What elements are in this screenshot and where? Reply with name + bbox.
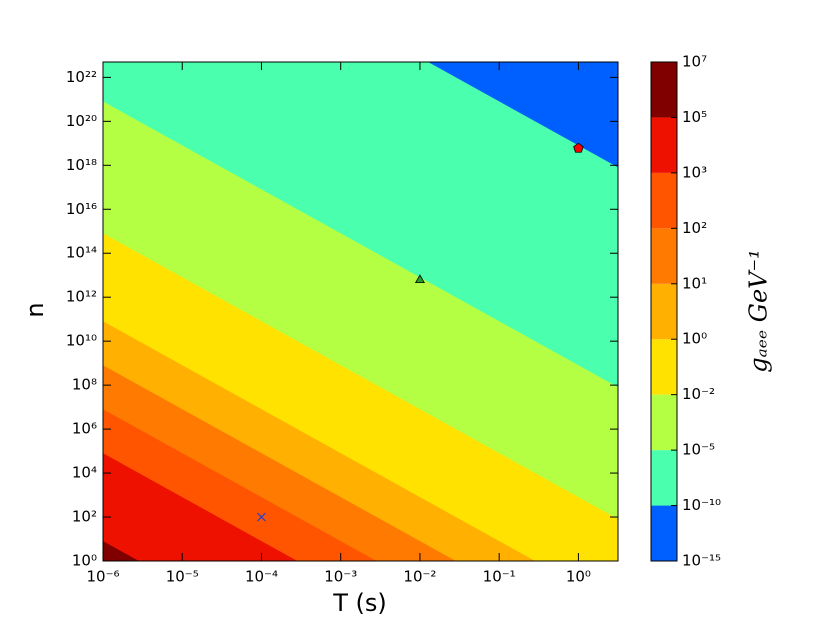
x-tick-label: 10⁰ [566, 568, 591, 586]
y-tick-label: 10¹² [66, 288, 97, 306]
colorbar-frame [650, 61, 678, 562]
y-tick-label: 10¹⁶ [66, 200, 97, 218]
colorbar-tick-label: 10⁻¹⁵ [682, 552, 721, 570]
colorbar-tick-label: 10¹ [682, 274, 707, 292]
colorbar-tick-label: 10⁰ [682, 330, 707, 348]
colorbar-tick-label: 10⁻² [682, 385, 715, 403]
y-tick-label: 10²⁰ [66, 112, 97, 130]
colorbar-segment [651, 450, 677, 506]
y-tick-label: 10¹⁴ [66, 244, 97, 262]
colorbar-segment [651, 283, 677, 340]
colorbar-label: gₐₑₑ GeV⁻¹ [745, 249, 773, 373]
x-tick-label: 10⁻² [403, 568, 436, 586]
y-tick-label: 10⁶ [72, 420, 97, 438]
colorbar-tick-label: 10⁻⁵ [682, 441, 715, 459]
colorbar-tick-label: 10⁻¹⁰ [682, 496, 721, 514]
colorbar-tick-label: 10² [682, 219, 707, 237]
x-tick-label: 10⁻⁵ [166, 568, 199, 586]
plot-frame [102, 61, 619, 562]
colorbar-segment [651, 62, 677, 118]
y-tick-label: 10² [72, 508, 97, 526]
x-tick-label: 10⁻³ [324, 568, 357, 586]
y-tick-label: 10⁸ [72, 376, 97, 394]
x-tick-label: 10⁻⁶ [86, 568, 119, 586]
y-tick-label: 10⁰ [72, 552, 97, 570]
point-marker [573, 142, 584, 153]
y-tick-label: 10²² [66, 68, 97, 86]
y-tick-label: 10¹⁰ [66, 332, 97, 350]
colorbar-segment [651, 228, 677, 284]
colorbar-tick-label: 10⁷ [682, 53, 707, 71]
y-axis-label: n [21, 302, 49, 317]
x-axis-label: T (s) [332, 589, 387, 617]
colorbar-segment [651, 117, 677, 173]
colorbar-segment [651, 505, 677, 561]
point-marker [257, 512, 266, 522]
colorbar-tick-label: 10⁵ [682, 108, 707, 126]
colorbar-segment [651, 394, 677, 451]
colorbar-tick-label: 10³ [682, 163, 707, 181]
colorbar-segment [651, 339, 677, 395]
y-tick-label: 10¹⁸ [66, 156, 97, 174]
point-marker [414, 274, 425, 283]
x-tick-label: 10⁻¹ [483, 568, 516, 586]
colorbar-segment [651, 172, 677, 229]
y-tick-label: 10⁴ [72, 464, 97, 482]
x-tick-label: 10⁻⁴ [245, 568, 278, 586]
